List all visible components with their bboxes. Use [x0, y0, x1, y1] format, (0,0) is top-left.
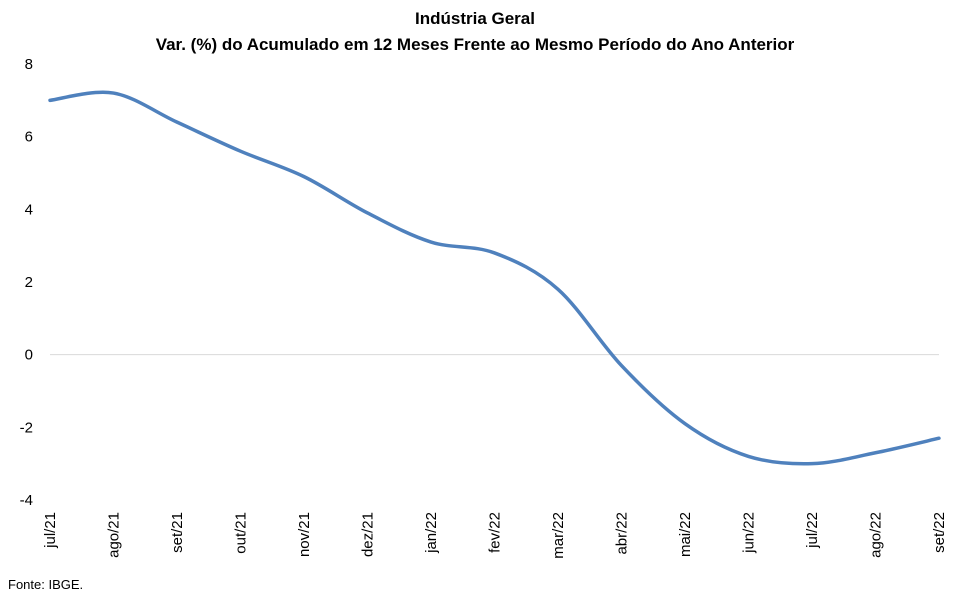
series-points — [48, 91, 941, 466]
data-point — [112, 91, 116, 95]
data-point — [493, 251, 497, 255]
y-tick-label: 2 — [25, 274, 33, 291]
x-tick-label: mai/22 — [677, 512, 694, 557]
x-tick-label: set/22 — [931, 512, 948, 553]
x-tick-label: dez/21 — [360, 512, 377, 557]
x-tick-label: nov/21 — [296, 512, 313, 557]
x-tick-label: jun/22 — [741, 512, 758, 554]
data-point — [366, 211, 370, 215]
y-tick-label: 6 — [25, 129, 33, 146]
data-point — [683, 422, 687, 426]
y-tick-label: -4 — [20, 492, 33, 509]
source-note: Fonte: IBGE. — [8, 577, 83, 592]
x-tick-label: set/21 — [169, 512, 186, 553]
x-tick-label: jul/21 — [42, 512, 59, 549]
x-tick-label: abr/22 — [614, 512, 631, 555]
data-point — [556, 287, 560, 291]
y-axis-ticks: 8 6 4 2 0 -2 -4 — [20, 56, 33, 509]
x-tick-label: fev/22 — [487, 512, 504, 553]
data-point — [937, 436, 941, 440]
data-point — [48, 98, 52, 102]
x-tick-label: jan/22 — [423, 512, 440, 554]
y-tick-label: 8 — [25, 56, 33, 73]
x-tick-label: ago/22 — [868, 512, 885, 558]
y-tick-label: 4 — [25, 201, 33, 218]
data-point — [810, 462, 814, 466]
x-tick-label: mar/22 — [550, 512, 567, 559]
chart-title: Indústria Geral — [415, 9, 535, 28]
y-tick-label: 0 — [25, 347, 33, 364]
data-point — [874, 451, 878, 455]
data-point — [429, 240, 433, 244]
y-tick-label: -2 — [20, 419, 33, 436]
series-line — [48, 90, 941, 466]
x-tick-label: out/21 — [233, 512, 250, 554]
x-axis-ticks: jul/21 ago/21 set/21 out/21 nov/21 dez/21 jan/… — [42, 512, 948, 559]
x-tick-label: ago/21 — [106, 512, 123, 558]
data-point — [620, 364, 624, 368]
x-tick-label: jul/22 — [804, 512, 821, 549]
data-point — [175, 120, 179, 124]
data-point — [239, 149, 243, 153]
data-point — [302, 175, 306, 179]
chart-subtitle: Var. (%) do Acumulado em 12 Meses Frente… — [156, 35, 795, 54]
data-point — [747, 454, 751, 458]
